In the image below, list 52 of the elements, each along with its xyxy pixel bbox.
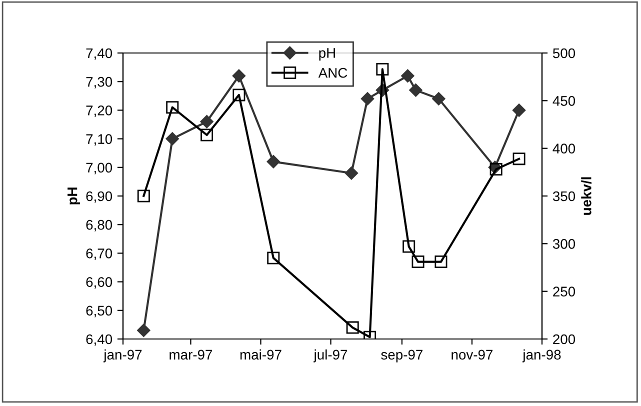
point [434,256,448,268]
point [412,256,424,268]
x-tick-label: nov-97 [452,350,493,360]
point [232,88,246,102]
point [137,324,150,338]
point [360,92,374,106]
y2-tick-label: 400 [552,144,576,154]
point [344,166,358,180]
y-tick-label: 6,80 [86,220,112,232]
point [512,104,526,117]
point [166,132,179,146]
point [376,62,389,76]
y-tick-label: 7,20 [86,106,112,118]
y-tick-label: 7,00 [86,162,112,174]
point [267,252,280,264]
x-tick-label: mar-97 [170,350,212,360]
x-tick-label: mai-97 [240,349,282,360]
y-tick-label: 6,40 [86,334,112,346]
point [166,101,179,114]
y2-tick-label: 350 [552,191,576,202]
y-tick-label: 6,70 [86,248,112,260]
y-axis-title: pH [68,188,80,204]
point [232,69,246,82]
y2-tick-label: 500 [552,48,576,58]
point [409,84,422,97]
y-tick-label: 6,50 [86,306,112,318]
y-tick-label: 6,90 [86,191,112,203]
legend-label: ANC [318,68,348,78]
y2-axis-title: uekv/l [581,177,592,215]
y-tick-label: 6,60 [86,277,112,289]
point [346,321,359,334]
legend-label: pH [319,48,335,61]
x-tick-label: jul-97 [313,349,348,362]
point [200,128,214,142]
y2-tick-label: 250 [553,286,576,297]
point [512,152,526,166]
point [401,69,414,82]
y2-tick-label: 450 [552,96,576,106]
point [432,92,446,106]
y-tick-label: 7,40 [86,48,112,60]
y-tick-label: 7,30 [86,76,112,88]
x-tick-label: sep-97 [381,350,422,362]
point [137,190,150,202]
x-tick-label: jan-97 [103,349,142,362]
y2-tick-label: 300 [552,239,576,249]
y2-tick-label: 200 [553,334,576,344]
y-tick-label: 7,10 [86,134,112,146]
point [200,115,214,128]
point [266,155,280,168]
x-tick-label: jan-98 [522,349,561,362]
point [402,240,416,253]
point [490,163,502,176]
